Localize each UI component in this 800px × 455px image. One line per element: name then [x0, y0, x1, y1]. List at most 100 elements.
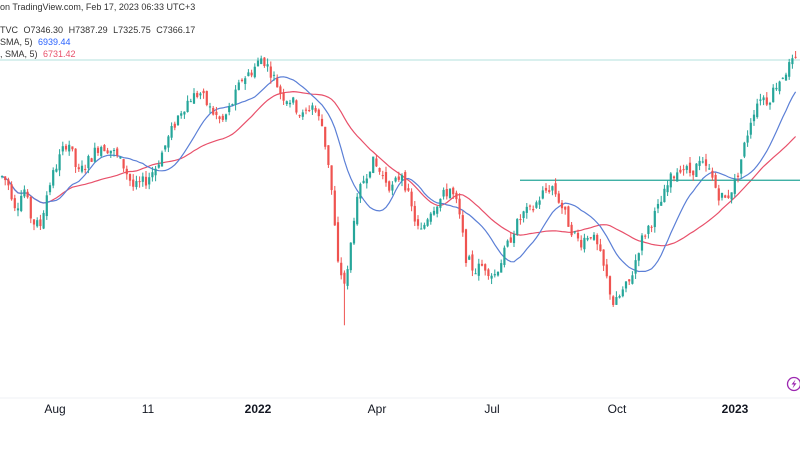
candle	[734, 174, 736, 197]
candle-body	[411, 192, 413, 207]
candle	[289, 100, 291, 108]
candle	[254, 63, 256, 78]
candle-body	[596, 235, 598, 244]
candle-body	[500, 263, 502, 273]
candle-body	[113, 150, 115, 151]
candle-body	[769, 103, 771, 105]
candle-body	[11, 184, 13, 199]
candle-body	[283, 93, 285, 101]
candle	[212, 106, 214, 116]
candle	[766, 92, 768, 106]
candle	[81, 160, 83, 173]
candle	[308, 105, 310, 112]
candle	[699, 156, 701, 170]
candle-body	[203, 91, 205, 93]
candle	[283, 89, 285, 105]
candle-body	[622, 289, 624, 296]
candle-body	[484, 264, 486, 270]
candle-body	[206, 91, 208, 105]
candle	[190, 99, 192, 102]
candle	[535, 201, 537, 209]
candle	[321, 114, 323, 126]
x-tick-label: Apr	[368, 402, 387, 416]
candle-body	[235, 90, 237, 105]
candle	[439, 198, 441, 211]
candle-body	[721, 193, 723, 198]
candle-body	[1, 176, 3, 177]
ma1-value: 6939.44	[38, 37, 71, 47]
candle-body	[433, 211, 435, 215]
ma1-legend[interactable]: SMA, 5) 6939.44	[0, 37, 71, 47]
candle-body	[791, 58, 793, 64]
candle-body	[187, 101, 189, 112]
candle	[71, 146, 73, 151]
candle	[33, 219, 35, 230]
candle	[263, 57, 265, 68]
candle	[763, 95, 765, 105]
sma-slow-line	[2, 92, 796, 246]
candle	[363, 176, 365, 184]
candle	[267, 58, 269, 71]
candle	[500, 260, 502, 273]
x-tick-label: 2023	[722, 402, 749, 416]
candle-body	[135, 181, 137, 187]
candle-body	[423, 225, 425, 229]
candle	[471, 250, 473, 276]
candle-body	[388, 181, 390, 190]
candle-body	[196, 93, 198, 97]
candle-body	[782, 78, 784, 79]
candle-body	[481, 264, 483, 266]
candle-body	[14, 198, 16, 208]
candle-body	[145, 177, 147, 186]
ohlc-open: O7346.30	[24, 25, 64, 35]
lightning-icon[interactable]	[788, 378, 800, 391]
candle	[769, 102, 771, 110]
candle-body	[542, 190, 544, 198]
candle-body	[212, 108, 214, 115]
candle	[279, 85, 281, 100]
candle	[129, 173, 131, 186]
candle	[334, 186, 336, 226]
ma2-legend[interactable]: , SMA, 5) 6731.42	[0, 49, 76, 59]
candle-body	[142, 176, 144, 181]
candle-body	[103, 145, 105, 151]
candle	[407, 184, 409, 192]
candle-body	[487, 269, 489, 276]
candle	[478, 259, 480, 281]
candle-body	[279, 86, 281, 93]
candle	[1, 175, 3, 178]
candle-body	[33, 219, 35, 224]
candle-body	[609, 276, 611, 294]
candle	[100, 146, 102, 158]
candle-body	[795, 57, 797, 58]
candle-body	[663, 189, 665, 202]
candle-body	[692, 171, 694, 176]
candle	[372, 157, 374, 174]
candle-body	[599, 244, 601, 251]
candle-body	[129, 174, 131, 181]
candle	[43, 210, 45, 229]
candle	[299, 115, 301, 118]
candle-body	[247, 72, 249, 76]
candle	[260, 56, 262, 64]
candle	[705, 154, 707, 172]
candle	[206, 91, 208, 107]
candle-body	[270, 67, 272, 78]
candle	[529, 205, 531, 211]
candle-body	[689, 163, 691, 173]
candle	[366, 174, 368, 189]
candle-body	[379, 168, 381, 172]
candle-body	[471, 254, 473, 270]
sma-slow-layer	[2, 92, 796, 246]
candle	[203, 89, 205, 99]
candle-body	[177, 116, 179, 125]
candle-body	[123, 159, 125, 168]
candle-body	[4, 176, 6, 180]
candle	[379, 167, 381, 174]
candle	[331, 165, 333, 195]
ohlc-legend[interactable]: TVC O7346.30 H7387.29 L7325.75 C7366.17	[0, 25, 195, 35]
candle	[785, 73, 787, 81]
candle	[84, 165, 86, 174]
candle	[423, 223, 425, 230]
